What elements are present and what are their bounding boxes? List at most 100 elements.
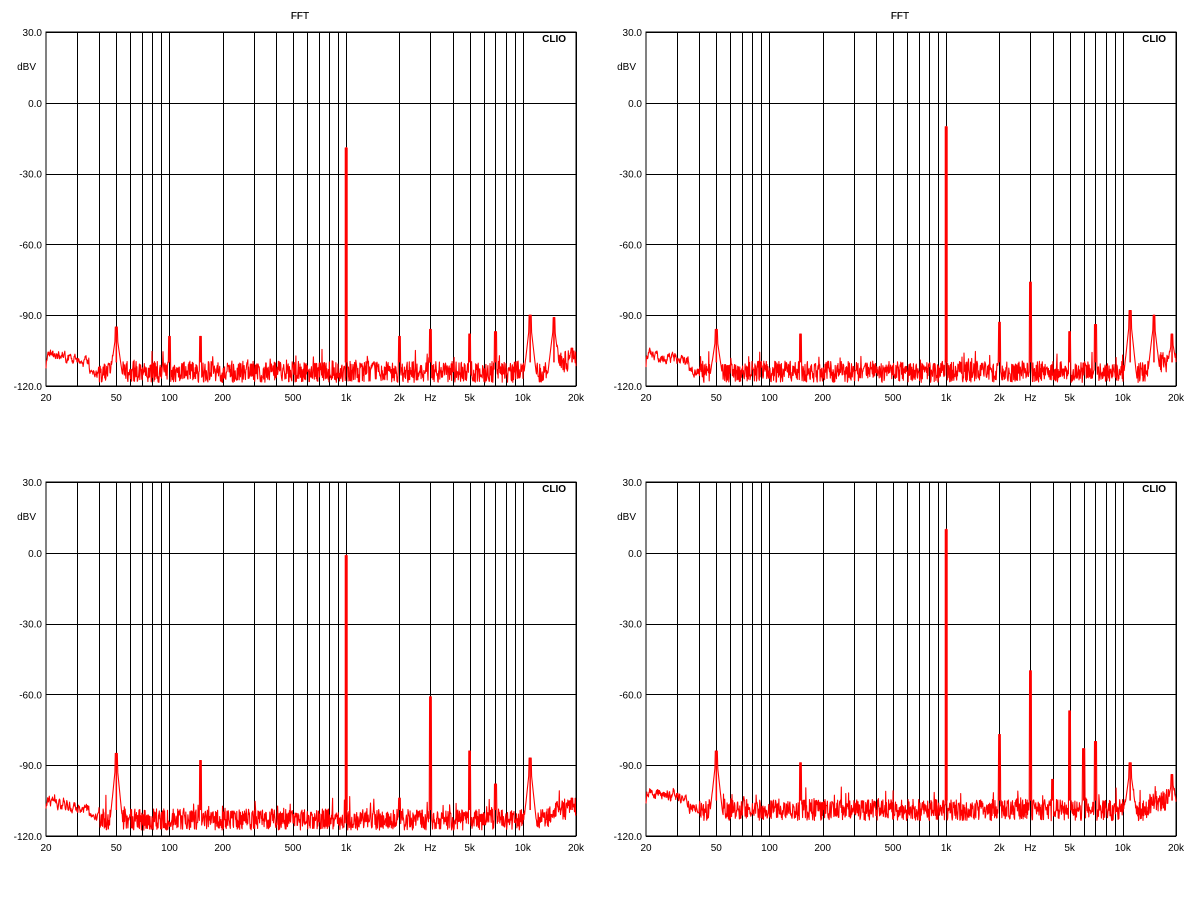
fft-noise-trace — [45, 554, 577, 831]
x-tick-label: 1k — [941, 393, 953, 404]
fft-peak-150hz — [799, 334, 802, 363]
x-tick-label: 1k — [341, 393, 353, 404]
x-tick-label: 500 — [285, 843, 302, 854]
x-tick-label: 500 — [285, 393, 302, 404]
y-tick-label: -30.0 — [19, 620, 42, 631]
plot-frame — [45, 481, 577, 837]
x-tick-label: Hz — [424, 393, 436, 404]
x-tick-label: Hz — [424, 843, 436, 854]
plot-frame — [645, 481, 1177, 837]
x-tick-label: 2k — [994, 843, 1006, 854]
x-tick-label: 100 — [761, 843, 778, 854]
x-tick-label: 20 — [40, 393, 52, 404]
x-tick-label: 20 — [640, 393, 652, 404]
fft-peak-5000hz — [1068, 331, 1071, 363]
fft-chart-3: FFTCLIOdBV30.00.0-30.0-60.0-90.0-120.020… — [14, 11, 585, 854]
fft-peak-3000hz — [429, 696, 432, 811]
x-tick-label: 5k — [1064, 843, 1076, 854]
fft-peak-11000hz — [1129, 762, 1131, 801]
fft-peak-7000hz — [1094, 741, 1097, 801]
y-tick-label: -90.0 — [619, 311, 642, 322]
fft-peak-50hz — [115, 327, 118, 363]
fft-peak-1000hz — [944, 529, 948, 801]
x-tick-label: 5k — [464, 843, 476, 854]
x-tick-label: 10k — [1115, 393, 1132, 404]
x-tick-label: 200 — [814, 843, 831, 854]
fft-chart-4: FFTCLIOdBV30.00.0-30.0-60.0-90.0-120.020… — [614, 11, 1185, 854]
x-tick-label: 5k — [464, 393, 476, 404]
x-tick-label: 20k — [568, 393, 585, 404]
x-tick-label: 2k — [394, 843, 406, 854]
fft-peak-1000hz — [344, 555, 348, 811]
x-tick-label: 100 — [161, 393, 178, 404]
x-tick-label: 50 — [111, 843, 123, 854]
y-tick-label: -60.0 — [19, 240, 42, 251]
x-tick-label: 200 — [214, 393, 231, 404]
fft-peak-11000hz — [529, 315, 531, 363]
fft-chart-1: FFTCLIOdBV30.00.0-30.0-60.0-90.0-120.020… — [14, 11, 585, 404]
fft-noise-trace — [645, 528, 1177, 822]
fft-peak-11000hz — [529, 758, 531, 810]
y-tick-label: 0.0 — [28, 549, 42, 560]
x-tick-label: 50 — [711, 393, 723, 404]
fft-peak-5000hz — [468, 334, 471, 363]
y-tick-label: -120.0 — [14, 832, 43, 843]
fft-noise-trace — [45, 147, 577, 383]
y-tick-label: -30.0 — [619, 170, 642, 181]
x-tick-label: 200 — [814, 393, 831, 404]
fft-peak-50hz — [715, 329, 718, 363]
fft-peak-3000hz — [429, 329, 432, 363]
fft-peak-50hz — [715, 751, 718, 801]
x-tick-label: 50 — [711, 843, 723, 854]
x-tick-label: 20 — [640, 843, 652, 854]
fft-peak-5000hz — [1068, 710, 1071, 801]
chart-title: FFT — [891, 11, 909, 22]
x-tick-label: 20k — [568, 843, 585, 854]
plot-frame — [645, 31, 1177, 387]
fft-peak-15000hz — [1153, 315, 1155, 363]
fft-peak-2000hz — [398, 798, 401, 810]
x-tick-label: 5k — [1064, 393, 1076, 404]
clio-logo-text: CLIO — [542, 34, 566, 45]
fft-peak-4000hz — [1051, 779, 1054, 801]
fft-peak-150hz — [199, 336, 202, 363]
y-tick-label: 0.0 — [628, 99, 642, 110]
fft-peak-15000hz — [553, 317, 555, 363]
fft-peak-2000hz — [998, 322, 1001, 363]
fft-peak-150hz — [799, 762, 802, 801]
y-tick-label: -120.0 — [614, 832, 643, 843]
y-tick-label: -120.0 — [614, 382, 643, 393]
fft-peak-1000hz — [944, 126, 948, 363]
fft-peak-19000hz — [1171, 774, 1173, 801]
fft-peak-19000hz — [571, 348, 573, 363]
x-tick-label: 2k — [394, 393, 406, 404]
fft-peak-19000hz — [571, 798, 573, 810]
y-unit-label: dBV — [17, 62, 36, 73]
chart-title: FFT — [291, 11, 309, 22]
y-tick-label: -30.0 — [619, 620, 642, 631]
fft-peak-11000hz — [1129, 310, 1131, 363]
y-tick-label: 30.0 — [623, 28, 643, 39]
clio-logo-text: CLIO — [1142, 484, 1166, 495]
y-tick-label: 30.0 — [23, 28, 43, 39]
x-tick-label: 10k — [515, 843, 532, 854]
x-tick-label: 100 — [761, 393, 778, 404]
y-tick-label: 30.0 — [23, 478, 43, 489]
x-tick-label: Hz — [1024, 393, 1036, 404]
fft-peak-150hz — [199, 760, 202, 811]
fft-peak-50hz — [115, 753, 118, 810]
fft-noise-trace — [645, 125, 1177, 384]
fft-peak-7000hz — [1094, 324, 1097, 363]
y-tick-label: -60.0 — [619, 240, 642, 251]
y-tick-label: -90.0 — [619, 761, 642, 772]
fft-peak-19000hz — [1171, 334, 1173, 363]
x-tick-label: 20k — [1168, 843, 1185, 854]
x-tick-label: 1k — [341, 843, 353, 854]
chart-title: FFT — [291, 11, 309, 22]
x-tick-label: 10k — [515, 393, 532, 404]
fft-peak-5000hz — [468, 751, 471, 810]
y-tick-label: -60.0 — [619, 690, 642, 701]
clio-logo-text: CLIO — [1142, 34, 1166, 45]
fft-peak-7000hz — [494, 784, 497, 811]
